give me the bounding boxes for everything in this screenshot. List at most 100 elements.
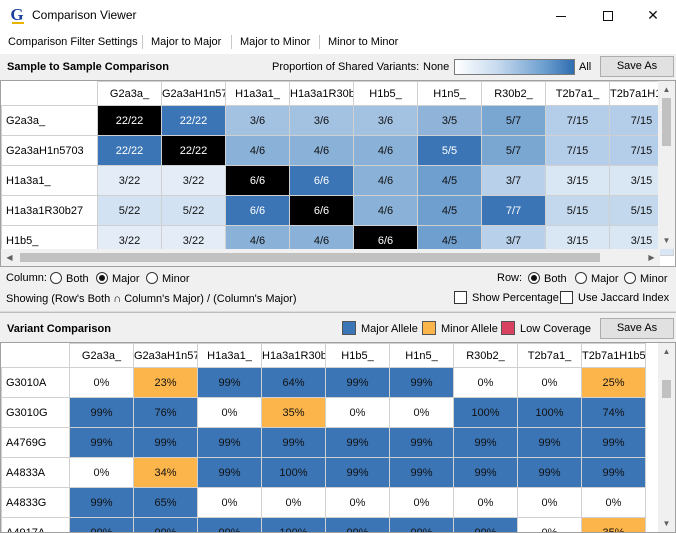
column-header[interactable]: H1a3a1_: [225, 81, 290, 106]
grid-cell[interactable]: 99%: [133, 517, 198, 532]
grid-cell[interactable]: 7/15: [545, 135, 610, 166]
grid-cell[interactable]: 99%: [517, 427, 582, 458]
grid-cell[interactable]: 5/22: [161, 195, 226, 226]
grid-cell[interactable]: 22/22: [97, 135, 162, 166]
column-header[interactable]: G2a3a_: [97, 81, 162, 106]
grid-cell[interactable]: 99%: [69, 397, 134, 428]
grid-cell[interactable]: 6/6: [225, 195, 290, 226]
grid-cell[interactable]: 99%: [197, 517, 262, 532]
column-header[interactable]: R30b2_: [453, 343, 518, 368]
grid-cell[interactable]: 99%: [453, 457, 518, 488]
grid-cell[interactable]: 99%: [517, 457, 582, 488]
grid-cell[interactable]: 0%: [453, 487, 518, 518]
grid-cell[interactable]: 64%: [261, 367, 326, 398]
grid-cell[interactable]: 65%: [133, 487, 198, 518]
grid-cell[interactable]: 99%: [325, 427, 390, 458]
grid-cell[interactable]: 0%: [325, 397, 390, 428]
variant-vertical-scroll-thumb[interactable]: [662, 380, 671, 398]
menu-minor-to-minor[interactable]: Minor to Minor: [328, 36, 399, 48]
scroll-right-arrow-icon[interactable]: ▶: [648, 253, 655, 262]
grid-cell[interactable]: 5/15: [545, 195, 610, 226]
grid-cell[interactable]: 99%: [389, 457, 454, 488]
grid-cell[interactable]: 22/22: [97, 105, 162, 136]
grid-cell[interactable]: 3/6: [225, 105, 290, 136]
grid-cell[interactable]: 5/5: [417, 135, 482, 166]
grid-cell[interactable]: 3/6: [289, 105, 354, 136]
column-header[interactable]: H1a3a1R30b27: [261, 343, 326, 368]
grid-cell[interactable]: 6/6: [289, 165, 354, 196]
panel-splitter[interactable]: [0, 311, 676, 313]
grid-cell[interactable]: 5/22: [97, 195, 162, 226]
grid-cell[interactable]: 99%: [581, 457, 646, 488]
row-header[interactable]: A4833A: [1, 457, 70, 488]
menu-major-to-minor[interactable]: Major to Minor: [240, 36, 311, 48]
column-header[interactable]: T2b7a1_: [545, 81, 610, 106]
menu-major-to-major[interactable]: Major to Major: [151, 36, 222, 48]
variant-save-as-button[interactable]: Save As: [600, 318, 674, 339]
grid-cell[interactable]: 0%: [517, 517, 582, 532]
grid-cell[interactable]: 99%: [133, 427, 198, 458]
grid-cell[interactable]: 4/6: [225, 135, 290, 166]
column-header[interactable]: G2a3a_: [69, 343, 134, 368]
grid-cell[interactable]: 4/6: [353, 195, 418, 226]
column-header[interactable]: G2a3aH1n5703: [161, 81, 226, 106]
grid-cell[interactable]: 99%: [69, 487, 134, 518]
grid-cell[interactable]: 3/5: [417, 105, 482, 136]
sample-horizontal-scrollbar[interactable]: ◀ ▶: [1, 249, 660, 266]
grid-cell[interactable]: 0%: [197, 397, 262, 428]
row-header[interactable]: H1a3a1_: [1, 165, 98, 196]
column-header[interactable]: H1n5_: [389, 343, 454, 368]
sample-vertical-scroll-thumb[interactable]: [662, 98, 671, 146]
grid-cell[interactable]: 4/6: [353, 135, 418, 166]
grid-cell[interactable]: 0%: [325, 487, 390, 518]
column-header[interactable]: H1a3a1R30b27: [289, 81, 354, 106]
grid-cell[interactable]: 99%: [389, 367, 454, 398]
use-jaccard-index-checkbox[interactable]: Use Jaccard Index: [560, 291, 669, 304]
column-header[interactable]: G2a3aH1n5703: [133, 343, 198, 368]
minimize-button[interactable]: [538, 0, 584, 30]
column-header[interactable]: H1n5_: [417, 81, 482, 106]
grid-cell[interactable]: 4/6: [289, 135, 354, 166]
column-header[interactable]: T2b7a1_: [517, 343, 582, 368]
grid-cell[interactable]: 3/22: [97, 165, 162, 196]
grid-cell[interactable]: 5/7: [481, 105, 546, 136]
close-button[interactable]: ✕: [630, 0, 676, 30]
row-header[interactable]: H1a3a1R30b27: [1, 195, 98, 226]
grid-cell[interactable]: 99%: [261, 427, 326, 458]
grid-cell[interactable]: 99%: [197, 367, 262, 398]
grid-cell[interactable]: 35%: [261, 397, 326, 428]
grid-cell[interactable]: 99%: [325, 457, 390, 488]
grid-cell[interactable]: 99%: [197, 427, 262, 458]
grid-cell[interactable]: 0%: [389, 487, 454, 518]
grid-cell[interactable]: 4/5: [417, 195, 482, 226]
grid-cell[interactable]: 6/6: [225, 165, 290, 196]
menu-comparison-filter-settings[interactable]: Comparison Filter Settings: [8, 36, 138, 48]
scroll-up-arrow-icon[interactable]: ▲: [662, 85, 671, 94]
grid-cell[interactable]: 0%: [69, 367, 134, 398]
column-header[interactable]: T2b7a1H1b570: [581, 343, 646, 368]
grid-cell[interactable]: 99%: [453, 517, 518, 532]
grid-cell[interactable]: 22/22: [161, 105, 226, 136]
column-header[interactable]: H1b5_: [325, 343, 390, 368]
grid-cell[interactable]: 0%: [197, 487, 262, 518]
sample-vertical-scrollbar[interactable]: ▲ ▼: [658, 81, 675, 249]
grid-cell[interactable]: 100%: [261, 457, 326, 488]
row-header[interactable]: G3010G: [1, 397, 70, 428]
grid-cell[interactable]: 99%: [389, 427, 454, 458]
grid-cell[interactable]: 6/6: [289, 195, 354, 226]
column-both-radio[interactable]: Both: [50, 272, 89, 285]
grid-cell[interactable]: 99%: [69, 427, 134, 458]
column-major-radio[interactable]: Major: [96, 272, 140, 285]
row-header[interactable]: A4833G: [1, 487, 70, 518]
row-header[interactable]: A4769G: [1, 427, 70, 458]
grid-cell[interactable]: 0%: [581, 487, 646, 518]
grid-cell[interactable]: 7/7: [481, 195, 546, 226]
grid-cell[interactable]: 74%: [581, 397, 646, 428]
sample-horizontal-scroll-thumb[interactable]: [20, 253, 600, 262]
grid-cell[interactable]: 23%: [133, 367, 198, 398]
row-major-radio[interactable]: Major: [575, 272, 619, 285]
row-both-radio[interactable]: Both: [528, 272, 567, 285]
grid-cell[interactable]: 0%: [389, 397, 454, 428]
column-header[interactable]: R30b2_: [481, 81, 546, 106]
grid-cell[interactable]: 3/15: [545, 165, 610, 196]
